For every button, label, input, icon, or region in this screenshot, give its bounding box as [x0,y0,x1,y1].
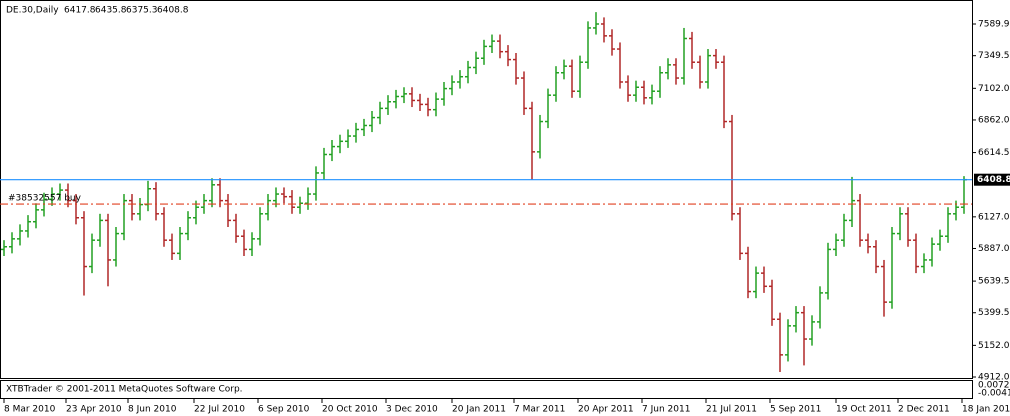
y-tick-label: 5887.0 [978,244,1010,254]
copyright: XTBTrader © 2001-2011 MetaQuotes Softwar… [6,385,243,395]
x-tick-label: 18 Jan 2012 [962,405,1010,415]
header-value: 6435.8 [95,6,127,16]
y-tick-label: 7349.5 [978,51,1010,61]
x-tick-label: 22 Jul 2010 [194,405,245,415]
y-tick-label: 5152.0 [978,341,1010,351]
header-value: 6408.8 [157,6,189,16]
x-tick-label: 20 Apr 2011 [578,405,634,415]
indicator-tick-label: 0.0072 [978,381,1010,391]
indicator-panel [0,380,973,399]
x-tick-label: 20 Oct 2010 [322,405,378,415]
x-tick-label: 5 Sep 2011 [770,405,821,415]
chart-title: DE.30,Daily [6,6,59,16]
y-tick-label: 5399.5 [978,308,1010,318]
x-tick-label: 8 Mar 2010 [4,405,56,415]
price-label-bg [974,173,1010,186]
x-tick-label: 6 Sep 2010 [258,405,310,415]
y-tick-label: 7102.0 [978,84,1010,94]
main-panel [0,0,973,379]
price-label: 6408.8 [977,175,1010,185]
x-tick-label: 21 Jul 2011 [706,405,757,415]
x-tick-label: 8 Jun 2010 [128,405,177,415]
y-tick-label: 4912.0 [978,373,1010,383]
y-tick-label: 6862.0 [978,115,1010,125]
x-tick-label: 7 Jun 2011 [642,405,690,415]
x-tick-label: 7 Mar 2011 [514,405,565,415]
x-tick-label: 20 Jan 2011 [452,405,506,415]
header-value: 6417.8 [64,6,96,16]
x-tick-label: 23 Apr 2010 [66,405,122,415]
x-tick-label: 19 Oct 2011 [836,405,892,415]
header-value: 6375.3 [126,6,158,16]
x-tick-label: 3 Dec 2010 [386,405,438,415]
order-label: #38532557 buy [8,194,82,204]
indicator-tick-label: -0.0041 [978,389,1010,399]
y-tick-label: 5639.5 [978,277,1010,287]
y-tick-label: 6127.0 [978,212,1010,222]
x-tick-label: 2 Dec 2011 [898,405,950,415]
y-tick-label: 6614.5 [978,148,1010,158]
y-tick-label: 7589.9 [978,20,1010,30]
